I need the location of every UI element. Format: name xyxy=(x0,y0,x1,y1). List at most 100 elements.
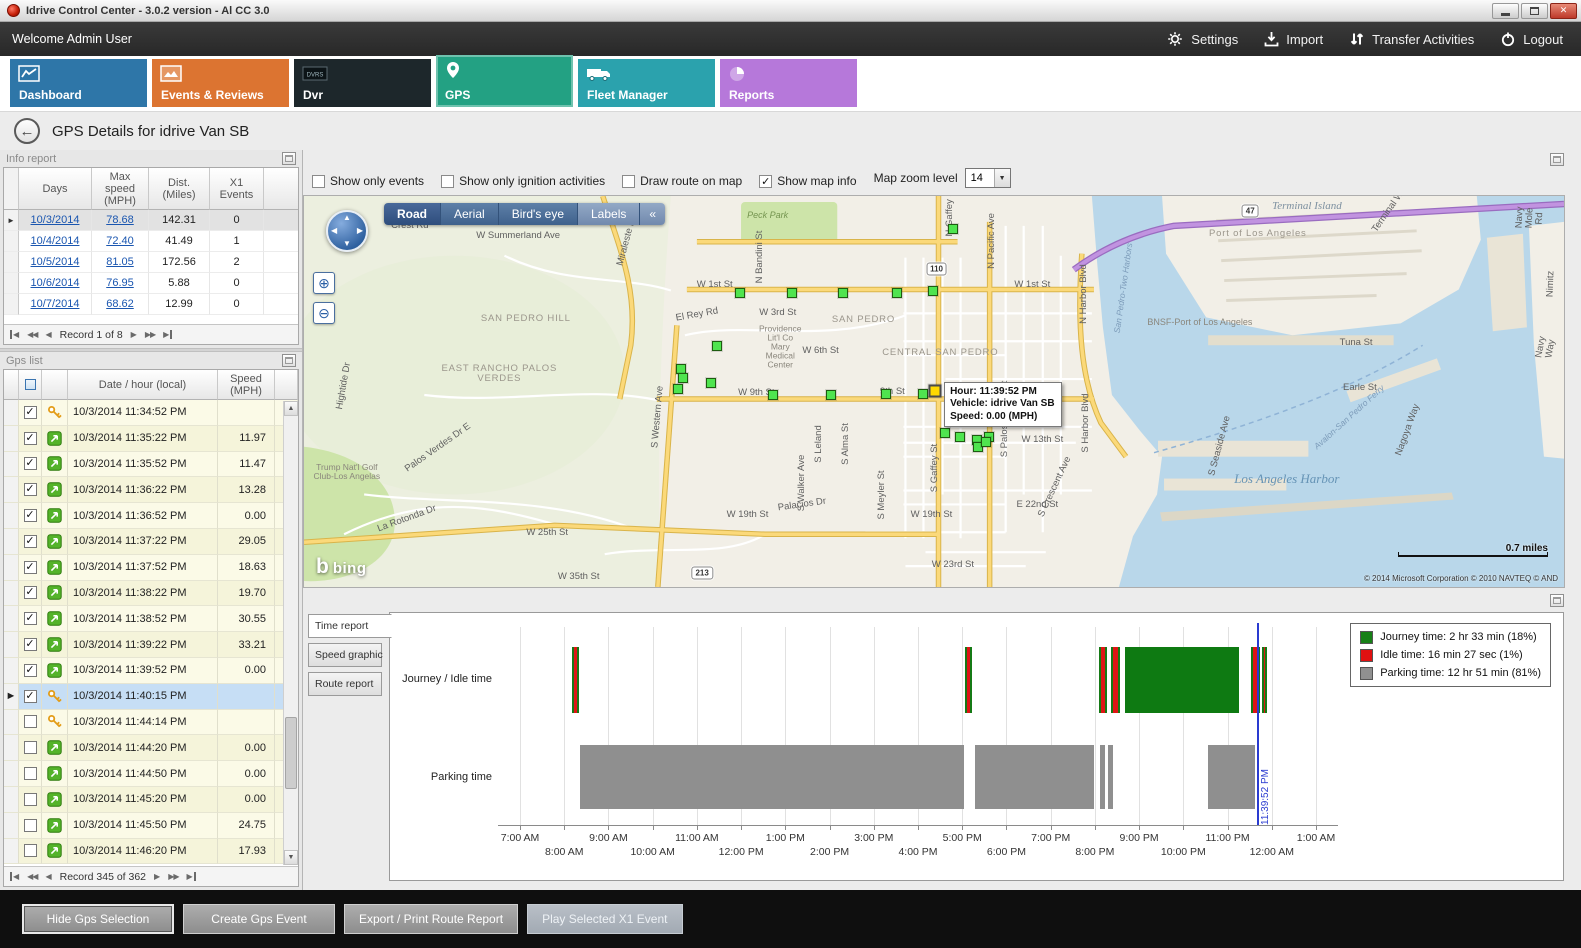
maximize-button[interactable] xyxy=(1521,2,1548,19)
gps-marker[interactable] xyxy=(786,288,797,299)
day-link[interactable]: 10/5/2014 xyxy=(19,252,92,273)
gps-marker[interactable] xyxy=(734,288,745,299)
topbar-logout-button[interactable]: Logout xyxy=(1500,31,1563,47)
day-link[interactable]: 10/3/2014 xyxy=(19,210,92,231)
max-speed-link[interactable]: 76.95 xyxy=(92,273,149,294)
checkbox[interactable] xyxy=(622,174,636,188)
gps-list-row[interactable]: ✓ 10/3/2014 11:38:22 PM 19.70 xyxy=(4,580,298,607)
info-report-row[interactable]: 10/4/2014 72.40 41.49 1 xyxy=(4,231,298,252)
topbar-transfer-button[interactable]: Transfer Activities xyxy=(1349,31,1474,47)
gps-list-row[interactable]: ✓ 10/3/2014 11:37:22 PM 29.05 xyxy=(4,528,298,555)
info-report-row[interactable]: ► 10/3/2014 78.68 142.31 0 xyxy=(4,210,298,231)
map-zoom-select[interactable]: 14 ▼ xyxy=(964,168,1011,188)
day-link[interactable]: 10/4/2014 xyxy=(19,231,92,252)
gps-list-row[interactable]: 10/3/2014 11:44:50 PM 0.00 xyxy=(4,761,298,787)
row-checkbox[interactable]: ✓ xyxy=(23,431,37,445)
gps-marker[interactable] xyxy=(712,341,723,352)
row-checkbox[interactable]: ✓ xyxy=(23,483,37,497)
tab-fleet[interactable]: Fleet Manager xyxy=(578,59,715,107)
column-header-max-speed-mph[interactable]: Max speed (MPH) xyxy=(92,168,149,210)
select-all-checkbox[interactable] xyxy=(19,370,42,400)
gps-marker-selected[interactable] xyxy=(928,384,942,398)
map-style-labels[interactable]: Labels xyxy=(578,203,641,225)
checkbox[interactable]: ✓ xyxy=(759,174,773,188)
gps-marker[interactable] xyxy=(940,427,951,438)
gps-marker[interactable] xyxy=(825,390,836,401)
collapse-bar-icon[interactable]: « xyxy=(640,203,666,225)
column-header-x1-events[interactable]: X1 Events xyxy=(210,168,264,210)
column-header-days[interactable]: Days xyxy=(19,168,92,210)
pager-first-button[interactable]: ◀ xyxy=(10,330,19,339)
map-style-bird-s-eye[interactable]: Bird's eye xyxy=(498,203,578,225)
gps-marker[interactable] xyxy=(881,388,892,399)
gps-list-row[interactable]: ► ✓ 10/3/2014 11:40:15 PM xyxy=(4,683,298,710)
panel-splitter[interactable] xyxy=(0,348,302,352)
gps-list-row[interactable]: 10/3/2014 11:46:20 PM 17.93 xyxy=(4,838,298,865)
gps-list-row[interactable]: 10/3/2014 11:45:20 PM 0.00 xyxy=(4,786,298,813)
pager-last-button[interactable]: ▶ xyxy=(163,330,173,339)
tab-events[interactable]: Events & Reviews xyxy=(152,59,289,107)
chart-tab-time-report[interactable]: Time report xyxy=(308,614,392,638)
column-header-dist-miles[interactable]: Dist. (Miles) xyxy=(149,168,210,210)
gps-list-row[interactable]: ✓ 10/3/2014 11:34:52 PM xyxy=(4,400,298,426)
map-style-aerial[interactable]: Aerial xyxy=(441,203,499,225)
row-checkbox[interactable] xyxy=(23,792,37,806)
row-checkbox[interactable] xyxy=(23,741,37,755)
checkbox[interactable] xyxy=(441,174,455,188)
gps-marker[interactable] xyxy=(673,384,684,395)
topbar-import-button[interactable]: Import xyxy=(1264,31,1323,47)
panel-collapse-icon[interactable] xyxy=(1550,153,1564,166)
scroll-down-icon[interactable]: ▼ xyxy=(284,850,298,865)
tab-dashboard[interactable]: Dashboard xyxy=(10,59,147,107)
scrollbar-thumb[interactable] xyxy=(285,716,297,789)
column-header-speed[interactable]: Speed (MPH) xyxy=(218,370,275,400)
panel-collapse-icon[interactable] xyxy=(282,152,296,165)
gps-list-row[interactable]: ✓ 10/3/2014 11:39:52 PM 0.00 xyxy=(4,657,298,684)
gps-list-scrollbar[interactable]: ▲ ▼ xyxy=(283,401,298,865)
gps-marker[interactable] xyxy=(947,223,958,234)
max-speed-link[interactable]: 78.68 xyxy=(92,210,149,231)
gps-marker[interactable] xyxy=(980,437,991,448)
pager-next-page-button[interactable]: ▶▶ xyxy=(168,872,179,881)
tab-gps[interactable]: GPS xyxy=(436,55,573,107)
map-option-show-only-ignition-activities[interactable]: Show only ignition activities xyxy=(441,174,605,188)
map-style-road[interactable]: Road xyxy=(384,203,441,225)
row-checkbox[interactable]: ✓ xyxy=(23,663,37,677)
max-speed-link[interactable]: 81.05 xyxy=(92,252,149,273)
gps-list-row[interactable]: ✓ 10/3/2014 11:35:22 PM 11.97 xyxy=(4,425,298,452)
row-checkbox[interactable]: ✓ xyxy=(23,509,37,523)
tab-dvr[interactable]: DVRS Dvr xyxy=(294,59,431,107)
panel-collapse-icon[interactable] xyxy=(1550,594,1564,607)
gps-list-row[interactable]: ✓ 10/3/2014 11:35:52 PM 11.47 xyxy=(4,451,298,478)
map-zoom-out-button[interactable]: ⊖ xyxy=(313,302,335,324)
row-checkbox[interactable]: ✓ xyxy=(23,534,37,548)
back-button[interactable]: ← xyxy=(14,118,40,144)
gps-marker[interactable] xyxy=(678,373,689,384)
scroll-up-icon[interactable]: ▲ xyxy=(284,401,298,416)
column-header-date[interactable]: Date / hour (local) xyxy=(68,370,218,400)
gps-list-row[interactable]: 10/3/2014 11:44:14 PM xyxy=(4,709,298,736)
row-checkbox[interactable] xyxy=(23,715,37,729)
gps-list-row[interactable]: ✓ 10/3/2014 11:37:52 PM 18.63 xyxy=(4,554,298,581)
max-speed-link[interactable]: 68.62 xyxy=(92,294,149,315)
max-speed-link[interactable]: 72.40 xyxy=(92,231,149,252)
row-checkbox[interactable]: ✓ xyxy=(23,457,37,471)
row-checkbox[interactable]: ✓ xyxy=(23,560,37,574)
gps-marker[interactable] xyxy=(955,431,966,442)
gps-list-row[interactable]: 10/3/2014 11:45:50 PM 24.75 xyxy=(4,812,298,839)
topbar-settings-button[interactable]: Settings xyxy=(1167,31,1238,48)
row-checkbox[interactable] xyxy=(23,767,37,781)
minimize-button[interactable] xyxy=(1492,2,1519,19)
pager-prev-page-button[interactable]: ◀◀ xyxy=(27,330,38,339)
tab-reports[interactable]: Reports xyxy=(720,59,857,107)
row-checkbox[interactable] xyxy=(23,844,37,858)
gps-marker[interactable] xyxy=(917,388,928,399)
map-zoom-in-button[interactable]: ⊕ xyxy=(313,272,335,294)
chart-tab-route-report[interactable]: Route report xyxy=(308,672,382,696)
row-checkbox[interactable]: ✓ xyxy=(23,638,37,652)
create-gps-event-button[interactable]: Create Gps Event xyxy=(183,904,335,934)
gps-list-row[interactable]: ✓ 10/3/2014 11:36:22 PM 13.28 xyxy=(4,477,298,504)
map-option-draw-route-on-map[interactable]: Draw route on map xyxy=(622,174,742,188)
pager-prev-button[interactable]: ◀ xyxy=(45,330,52,339)
day-link[interactable]: 10/6/2014 xyxy=(19,273,92,294)
